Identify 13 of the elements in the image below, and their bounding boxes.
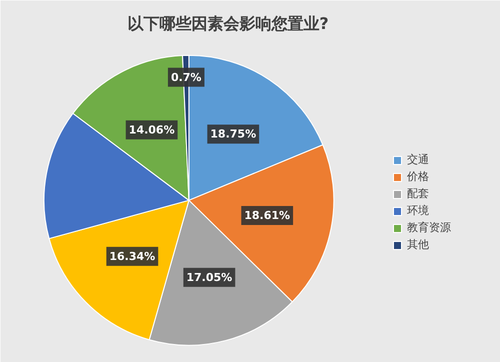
data-label: 0.7% [170, 70, 202, 84]
data-label: 18.61% [244, 209, 290, 222]
data-label: 17.05% [186, 270, 232, 284]
legend-label: 教育资源 [407, 220, 451, 235]
legend-label: 其他 [407, 237, 429, 252]
chart-title: 以下哪些因素会影响您置业? [127, 14, 329, 34]
data-label: 14.06% [128, 123, 175, 136]
legend-label: 价格 [407, 169, 429, 184]
legend-label: 配套 [407, 186, 429, 201]
legend-label: 交通 [407, 152, 429, 167]
legend-label: 环境 [407, 203, 429, 218]
data-label: 16.34% [109, 250, 156, 263]
data-label: 18.75% [210, 128, 256, 141]
